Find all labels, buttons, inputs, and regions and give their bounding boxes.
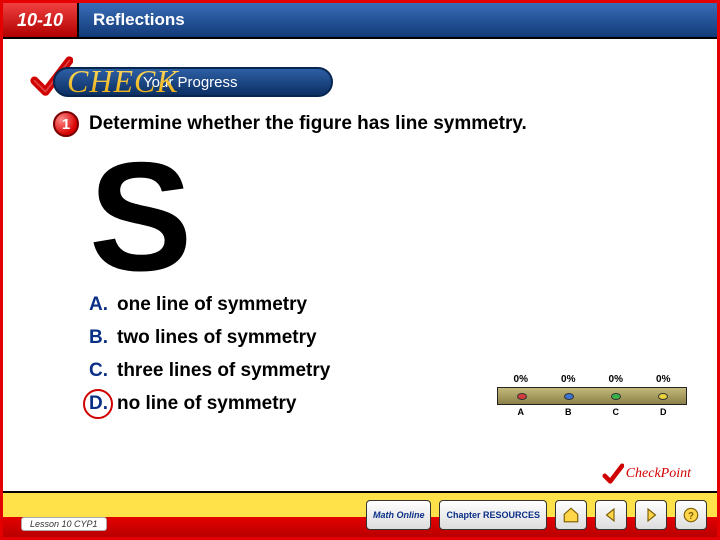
chart-dot-a <box>517 393 527 400</box>
answer-a-text: one line of symmetry <box>117 294 307 316</box>
prev-button[interactable] <box>595 500 627 530</box>
lesson-number: 10-10 <box>17 10 63 31</box>
question-number: 1 <box>62 116 70 133</box>
answer-a[interactable]: A. one line of symmetry <box>89 294 683 316</box>
response-chart: 0% 0% 0% 0% A B C D <box>497 374 687 432</box>
chart-dot-b <box>564 393 574 400</box>
answer-a-letter: A. <box>89 294 117 316</box>
help-button[interactable]: ? <box>675 500 707 530</box>
checkpoint-icon <box>602 463 624 485</box>
check-word: CHECK <box>67 63 179 100</box>
chart-pct-b: 0% <box>561 374 575 385</box>
chart-pct-d: 0% <box>656 374 670 385</box>
lesson-title-tab: Reflections <box>79 3 717 37</box>
chapter-resources-button[interactable]: Chapter RESOURCES <box>439 500 547 530</box>
answer-b-text: two lines of symmetry <box>117 327 317 349</box>
lesson-title: Reflections <box>93 10 185 30</box>
figure-letter-s: S <box>89 151 683 283</box>
chart-labels-row: A B C D <box>497 407 687 417</box>
slide-frame: 10-10 Reflections Your Progress CHECK 1 … <box>0 0 720 540</box>
chapter-resources-label: Chapter RESOURCES <box>446 510 540 520</box>
answer-d-text: no line of symmetry <box>117 393 297 415</box>
chart-pct-c: 0% <box>609 374 623 385</box>
chart-pct-a: 0% <box>514 374 528 385</box>
next-icon <box>642 506 660 524</box>
question-number-badge: 1 <box>53 111 79 137</box>
chart-dot-d <box>658 393 668 400</box>
check-progress-banner: Your Progress CHECK <box>23 63 717 103</box>
footer-bar: Lesson 10 CYP1 Math Online Chapter RESOU… <box>3 491 717 537</box>
next-button[interactable] <box>635 500 667 530</box>
lesson-number-tab: 10-10 <box>3 3 79 37</box>
chart-dot-c <box>611 393 621 400</box>
answer-b-letter: B. <box>89 327 117 349</box>
svg-text:?: ? <box>688 511 694 522</box>
answer-c-letter: C. <box>89 360 117 382</box>
math-online-label: Math Online <box>373 510 425 520</box>
chart-label-a: A <box>518 407 525 417</box>
prev-icon <box>602 506 620 524</box>
header-bar: 10-10 Reflections <box>3 3 717 39</box>
chart-percents-row: 0% 0% 0% 0% <box>497 374 687 385</box>
chart-label-d: D <box>660 407 667 417</box>
answer-b[interactable]: B. two lines of symmetry <box>89 327 683 349</box>
math-online-button[interactable]: Math Online <box>366 500 432 530</box>
footer-slide-label: Lesson 10 CYP1 <box>21 517 107 531</box>
chart-label-b: B <box>565 407 572 417</box>
chart-surface <box>497 387 687 405</box>
answer-c-text: three lines of symmetry <box>117 360 330 382</box>
home-button[interactable] <box>555 500 587 530</box>
answer-d-letter: D. <box>89 393 117 415</box>
help-icon: ? <box>682 506 700 524</box>
checkpoint-label: CheckPoint <box>626 466 691 482</box>
content-area: 1 Determine whether the figure has line … <box>3 111 717 415</box>
checkpoint-badge: CheckPoint <box>602 463 691 485</box>
chart-label-c: C <box>613 407 620 417</box>
home-icon <box>562 506 580 524</box>
